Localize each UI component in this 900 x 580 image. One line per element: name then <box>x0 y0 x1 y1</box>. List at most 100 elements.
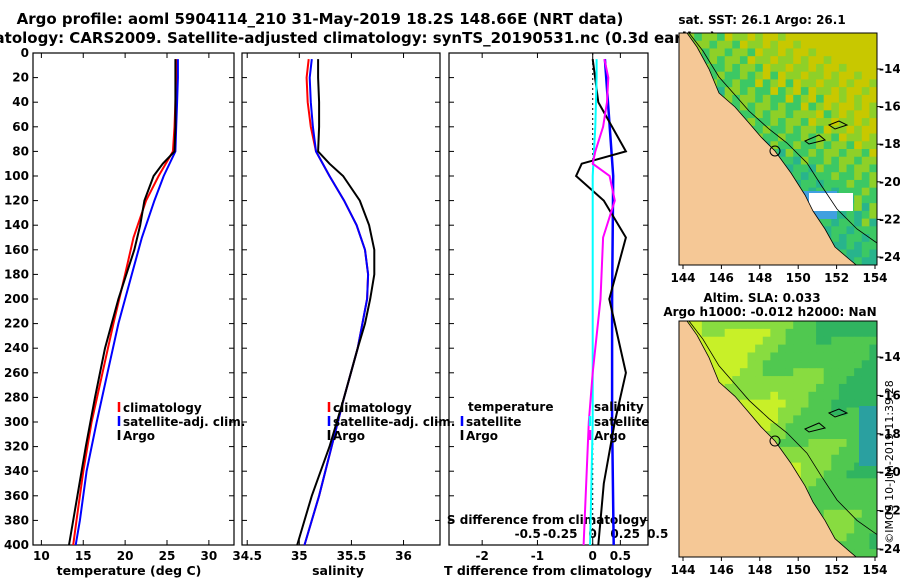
map-cell <box>869 164 877 173</box>
map-cell <box>816 94 825 104</box>
map-cell <box>869 234 877 243</box>
map-cell <box>785 125 794 135</box>
map-cell <box>793 56 802 65</box>
map-cell <box>861 486 870 495</box>
map-cell <box>831 33 840 42</box>
map-cell <box>823 87 832 96</box>
map-cell <box>724 328 733 338</box>
map-cell <box>808 63 817 73</box>
map-cell <box>793 33 802 42</box>
map-cell <box>778 48 787 57</box>
map-cell <box>869 336 877 346</box>
map-cell <box>854 525 863 534</box>
map-cell <box>861 549 870 557</box>
map-cell <box>793 172 802 181</box>
map-y-tick-label: -20 <box>879 175 900 189</box>
map-cell <box>838 56 848 65</box>
map-cell <box>747 118 756 127</box>
map-cell <box>785 344 794 353</box>
map-cell <box>816 110 825 119</box>
map-cell <box>846 501 855 511</box>
map-cell <box>838 360 848 369</box>
map-cell <box>747 79 756 88</box>
map-cell <box>808 125 817 135</box>
map-cell <box>785 383 794 393</box>
map-cell <box>800 149 809 158</box>
map-cell <box>717 328 726 338</box>
map-cell <box>831 533 840 542</box>
map-cell <box>800 344 809 353</box>
map-cell <box>846 423 855 432</box>
map-cell <box>762 87 771 96</box>
map-cell <box>854 423 863 432</box>
map-cell <box>831 156 840 165</box>
map-cell <box>854 328 863 338</box>
map-cell <box>861 172 870 181</box>
map-cell <box>739 63 749 73</box>
map-cell <box>816 352 825 361</box>
map-cell <box>846 187 855 196</box>
map-cell <box>732 383 741 393</box>
map-cell <box>793 40 802 49</box>
map-cell <box>793 94 802 104</box>
map-cell <box>808 141 817 150</box>
map-cell <box>846 321 855 330</box>
map-cell <box>732 321 741 330</box>
map-cell <box>823 501 832 511</box>
map-x-tick-label: 150 <box>786 563 811 577</box>
map-cell <box>831 133 840 142</box>
map-cell <box>800 40 809 49</box>
map-cell <box>816 71 825 80</box>
map-cell <box>755 368 764 377</box>
map-cell <box>808 71 817 80</box>
tdiff-tick-label: -1 <box>531 549 544 563</box>
map-cell <box>816 376 825 385</box>
map-cell <box>831 226 840 235</box>
map-cell <box>770 431 779 440</box>
map-cell <box>762 376 771 385</box>
map-cell <box>831 446 840 456</box>
map-cell <box>831 79 840 88</box>
map-cell <box>838 187 848 196</box>
argo-float-marker <box>769 145 781 157</box>
map-cell <box>778 328 787 338</box>
map-cell <box>709 56 718 65</box>
map-cell <box>823 478 832 487</box>
map-cell <box>800 71 809 80</box>
sdiff-tick-label: 0.5 <box>647 527 668 541</box>
map-cell <box>846 63 855 73</box>
map-cell <box>701 328 710 338</box>
map-cell <box>770 79 779 88</box>
tdiff-tick-label: 0 <box>589 549 597 563</box>
map-cell <box>846 234 855 243</box>
map-cell <box>686 321 695 330</box>
map-cell <box>701 321 710 330</box>
map-cell <box>778 344 787 353</box>
map-cell <box>861 321 870 330</box>
map-cell <box>778 368 787 377</box>
map-cell <box>854 470 863 479</box>
map-cell <box>724 56 733 65</box>
map-cell <box>793 446 802 456</box>
map-cell <box>823 383 832 393</box>
map-cell <box>869 509 877 519</box>
temperature-legend-climatology: climatology <box>123 401 202 415</box>
map-cell <box>785 391 794 401</box>
map-cell <box>846 172 855 181</box>
map-cell <box>816 462 825 471</box>
map-cell <box>808 470 817 479</box>
map-x-tick-label: 148 <box>747 563 772 577</box>
map-cell <box>823 118 832 127</box>
depth-tick-label: 100 <box>4 169 29 183</box>
map-cell <box>793 63 802 73</box>
map-cell <box>793 376 802 385</box>
diff-line-3 <box>582 58 616 546</box>
map-cell <box>747 399 756 409</box>
map-cell <box>785 376 794 385</box>
salinity-tick-label: 36 <box>395 549 412 563</box>
map-cell <box>823 446 832 456</box>
map-cell <box>709 71 718 80</box>
map-cell <box>838 328 848 338</box>
map-cell <box>823 133 832 142</box>
map-cell <box>861 79 870 88</box>
